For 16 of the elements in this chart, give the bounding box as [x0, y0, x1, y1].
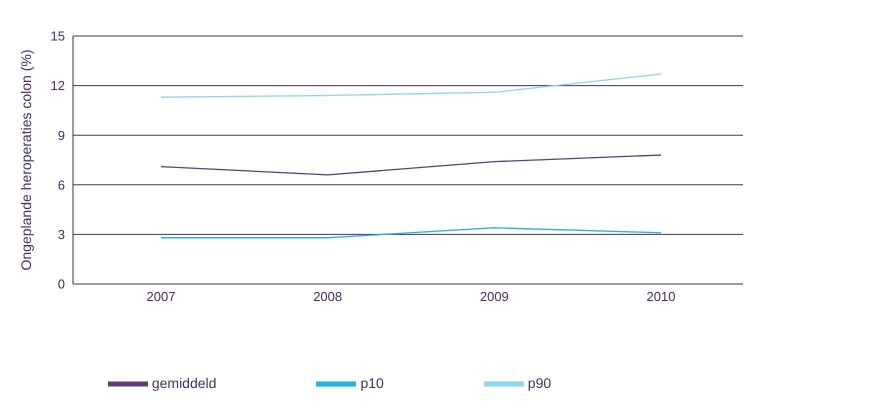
line-series: [160, 73, 662, 98]
y-tick-label: 3: [58, 227, 65, 242]
x-tick-label: 2009: [480, 289, 509, 304]
legend-label: p10: [360, 374, 384, 391]
y-tick-label: 6: [58, 177, 65, 192]
legend-label: p90: [528, 374, 552, 391]
y-tick-label: 0: [58, 276, 65, 292]
x-tick-label: 2008: [313, 289, 342, 304]
line-series: [160, 154, 662, 176]
y-axis-title: Ongeplande heroperaties colon (%): [18, 49, 34, 271]
x-tick-label: 2007: [146, 289, 176, 304]
y-tick-label: 15: [50, 28, 65, 44]
x-tick-label: 2010: [646, 289, 676, 304]
legend-label: gemiddeld: [152, 374, 216, 391]
y-tick-label: 9: [58, 128, 65, 143]
y-tick-label: 12: [50, 78, 65, 94]
